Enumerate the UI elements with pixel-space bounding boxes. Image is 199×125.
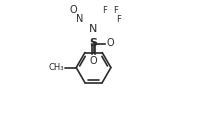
- Text: F: F: [102, 6, 107, 15]
- Text: N: N: [89, 24, 98, 34]
- Text: F: F: [113, 6, 118, 15]
- Text: CH₃: CH₃: [48, 63, 64, 72]
- Text: S: S: [90, 38, 98, 48]
- Text: N: N: [76, 14, 83, 24]
- Text: O: O: [107, 38, 115, 48]
- Text: O: O: [70, 5, 78, 15]
- Text: O: O: [90, 56, 97, 66]
- Text: F: F: [116, 15, 121, 24]
